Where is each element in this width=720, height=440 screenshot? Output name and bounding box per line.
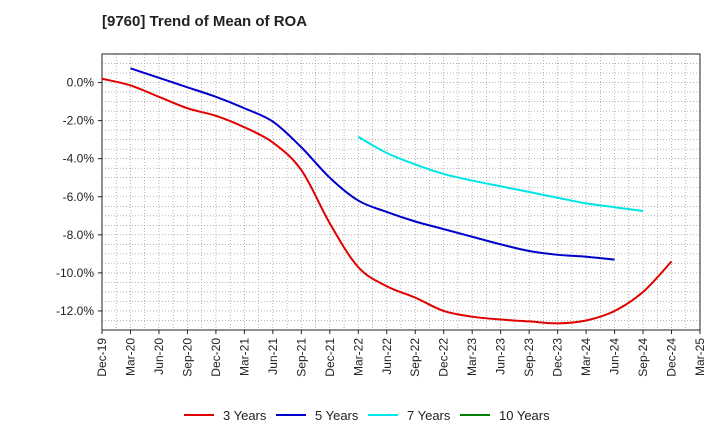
- x-tick-label: Sep-24: [636, 338, 650, 377]
- y-tick-label: -2.0%: [63, 114, 95, 128]
- x-tick-label: Mar-20: [123, 338, 137, 376]
- legend-label-5-years: 5 Years: [315, 408, 359, 423]
- x-tick-label: Dec-24: [665, 338, 679, 377]
- y-axis: 0.0% -2.0% -4.0% -6.0% -8.0% -10.0% -12.0%: [56, 76, 102, 318]
- series-line-7-years: [357, 135, 644, 213]
- x-tick-label: Jun-24: [608, 338, 622, 375]
- y-tick-label: 0.0%: [67, 76, 95, 90]
- y-tick-label: -8.0%: [63, 228, 95, 242]
- series-lines: [101, 67, 673, 325]
- legend: 3 Years 5 Years 7 Years 10 Years: [184, 408, 550, 423]
- x-tick-label: Jun-22: [380, 338, 394, 375]
- series-line-3-years: [101, 77, 673, 325]
- x-tick-label: Dec-21: [323, 338, 337, 377]
- x-tick-label: Mar-23: [465, 338, 479, 376]
- x-tick-label: Mar-22: [351, 338, 365, 376]
- x-tick-label: Dec-22: [437, 338, 451, 377]
- x-tick-label: Sep-22: [408, 338, 422, 377]
- y-tick-label: -4.0%: [63, 152, 95, 166]
- x-tick-label: Jun-21: [266, 338, 280, 375]
- x-tick-label: Mar-24: [579, 338, 593, 376]
- plot-frame: [101, 53, 701, 331]
- x-tick-label: Sep-23: [522, 338, 536, 377]
- x-tick-label: Jun-23: [494, 338, 508, 375]
- y-tick-label: -6.0%: [63, 190, 95, 204]
- y-tick-label: -12.0%: [56, 304, 94, 318]
- x-tick-label: Mar-25: [693, 338, 707, 376]
- x-tick-label: Dec-19: [95, 338, 109, 377]
- legend-label-10-years: 10 Years: [499, 408, 550, 423]
- x-tick-label: Sep-20: [180, 338, 194, 377]
- legend-label-7-years: 7 Years: [407, 408, 451, 423]
- x-axis: Dec-19 Mar-20 Jun-20 Sep-20 Dec-20 Mar-21 Jun-…: [95, 330, 707, 377]
- x-tick-label: Dec-23: [551, 338, 565, 377]
- chart-title: [9760] Trend of Mean of ROA: [102, 13, 307, 30]
- x-tick-label: Dec-20: [209, 338, 223, 377]
- series-line-5-years: [130, 67, 615, 261]
- x-tick-label: Jun-20: [152, 338, 166, 375]
- legend-label-3-years: 3 Years: [223, 408, 267, 423]
- x-tick-label: Mar-21: [237, 338, 251, 376]
- x-tick-label: Sep-21: [294, 338, 308, 377]
- y-tick-label: -10.0%: [56, 266, 94, 280]
